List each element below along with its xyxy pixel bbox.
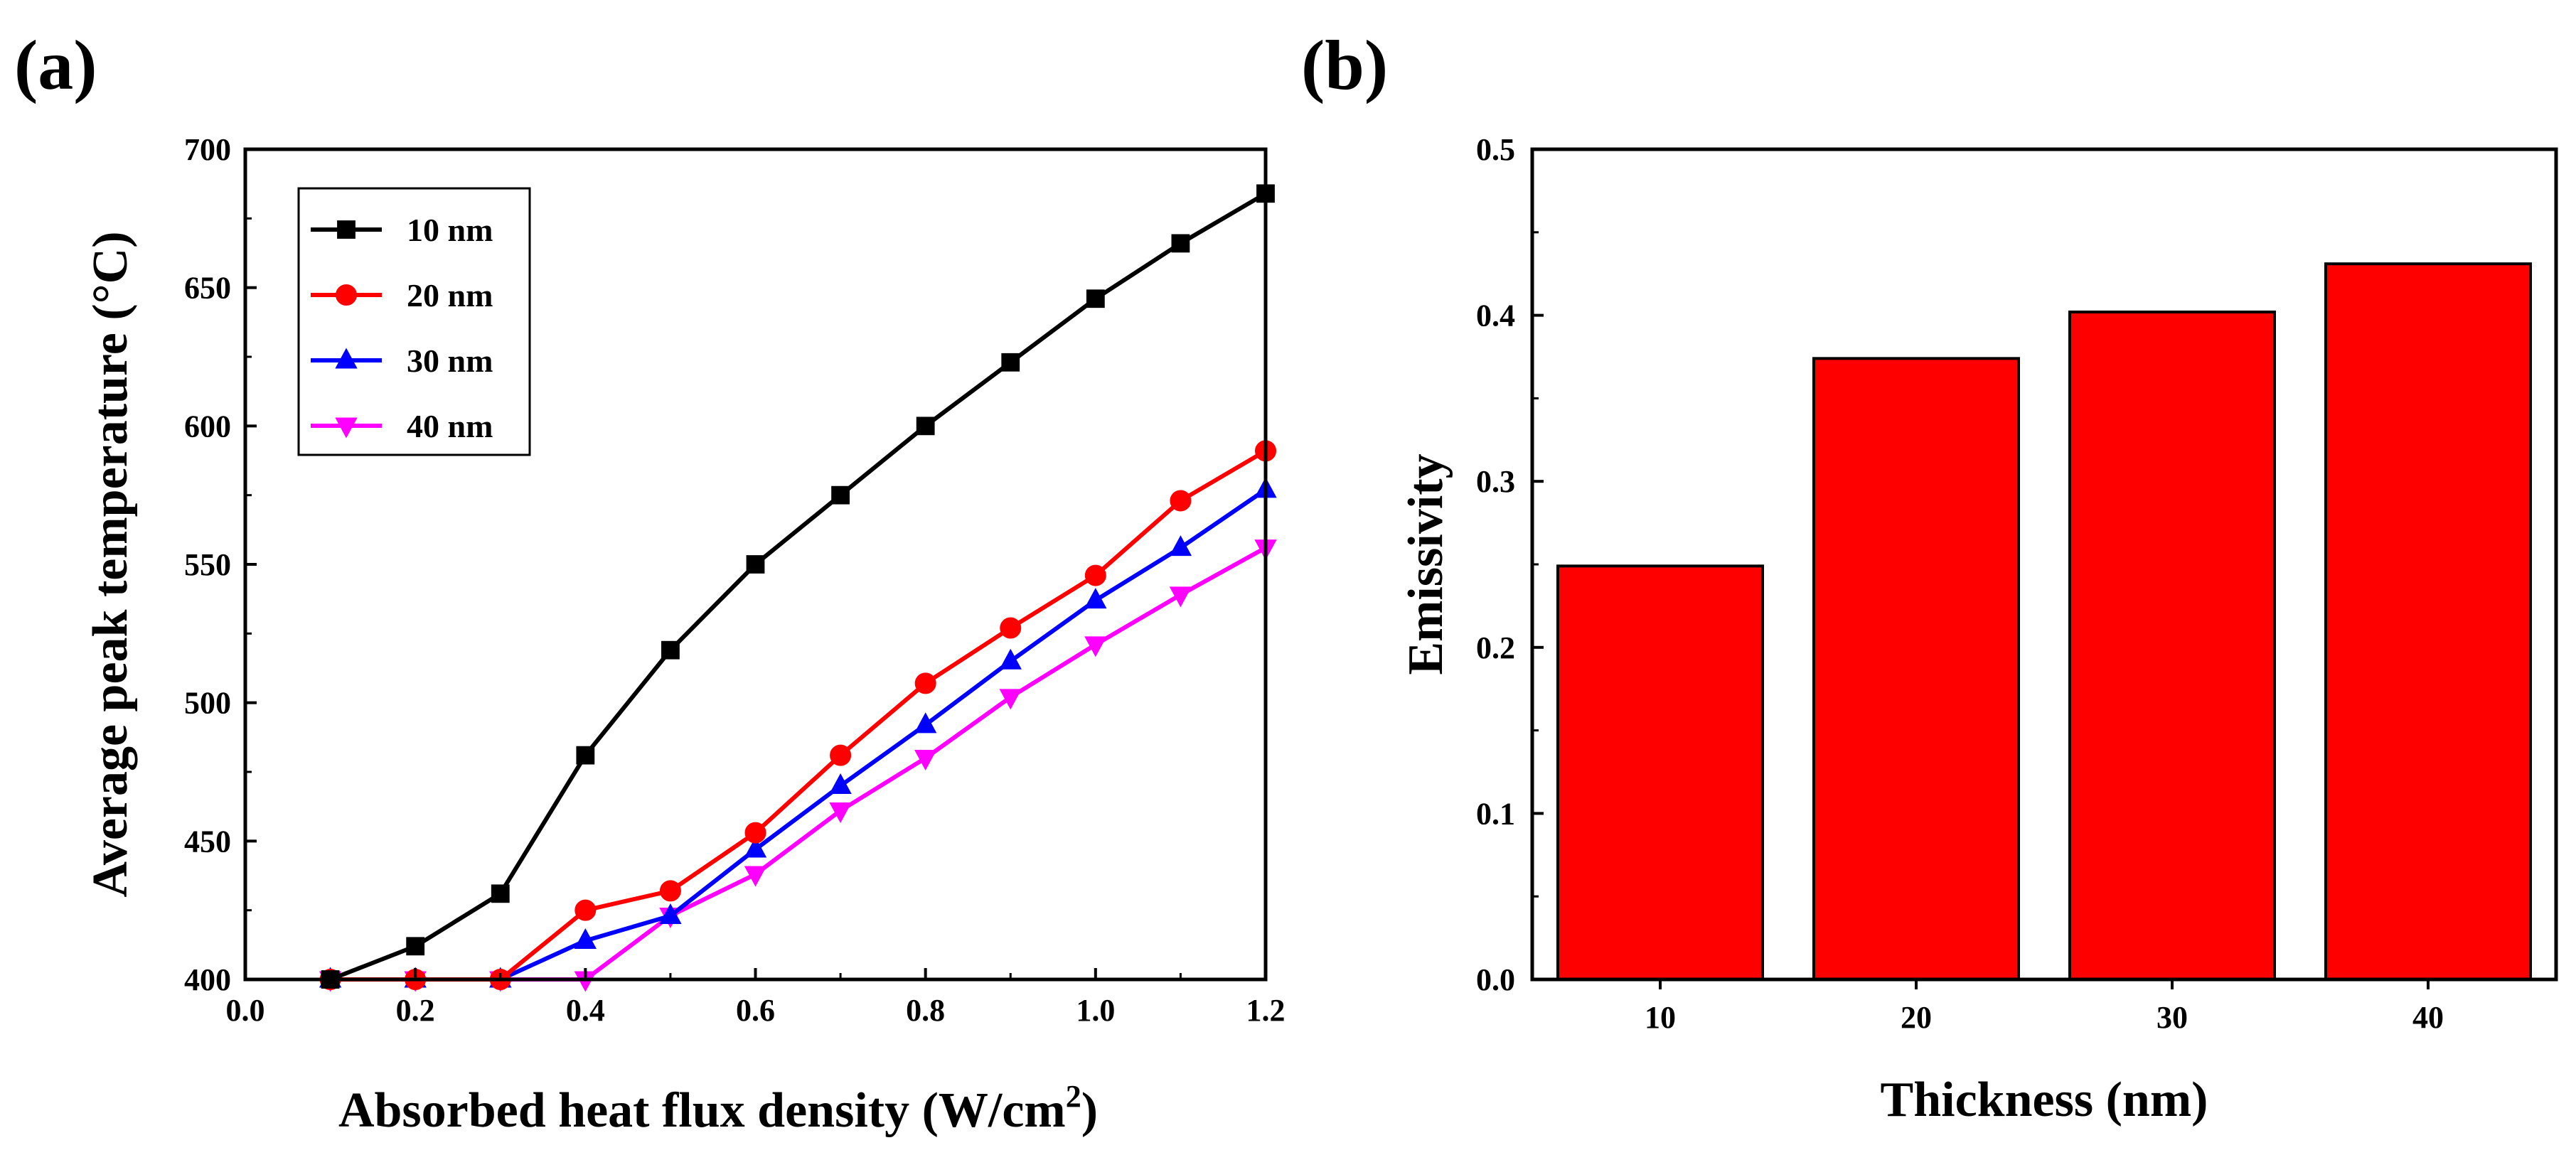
- x-tick-label-b: 40: [2412, 1000, 2444, 1035]
- y-tick-label-b: 0.3: [1476, 464, 1515, 499]
- x-tick-label-a: 0.4: [566, 993, 605, 1028]
- legend-label: 10 nm: [407, 212, 493, 248]
- data-point: [661, 640, 680, 660]
- y-tick-label-a: 500: [184, 686, 231, 721]
- bar-10: [1556, 564, 1764, 981]
- legend-marker: [337, 220, 356, 239]
- data-point: [914, 750, 937, 771]
- x-tick-label-b: 10: [1645, 1000, 1676, 1035]
- bar-40: [2324, 262, 2532, 981]
- x-tick-label-a: 0.2: [396, 993, 435, 1028]
- data-point: [576, 746, 595, 765]
- x-tick-label-a: 0.8: [906, 993, 945, 1028]
- y-tick-label-a: 650: [184, 271, 231, 306]
- y-tick-label-a: 700: [184, 132, 231, 167]
- x-tick-label-a: 1.2: [1246, 993, 1286, 1028]
- data-point: [659, 880, 681, 902]
- data-point: [746, 555, 765, 574]
- y-tick-label-b: 0.0: [1476, 962, 1515, 997]
- series-line: [329, 191, 1267, 982]
- axis-ticks-a: 0.0 0.2 0.4 0.6 0.8 1.0 1.2 400 450 500 550 600 650 7…: [184, 132, 1286, 1028]
- data-point: [1169, 586, 1192, 608]
- panel-b-label: (b): [1301, 26, 1388, 104]
- data-point: [831, 485, 850, 505]
- x-axis-title-a: Absorbed heat flux density (W/cm2): [338, 1079, 1098, 1138]
- panel-b-bar-chart: (b) 10 20 30 40 0.0 0.1 0.2 0.3 0.4 0.5 Thickness…: [1301, 26, 2558, 1127]
- data-point: [916, 417, 935, 436]
- data-point: [744, 866, 767, 887]
- y-tick-label-a: 550: [184, 547, 231, 582]
- data-point: [1001, 353, 1020, 372]
- series-line: [330, 546, 1267, 982]
- data-point: [574, 899, 597, 921]
- series-30-nm: [319, 477, 1277, 988]
- legend-marker: [336, 284, 357, 306]
- y-tick-label-b: 0.4: [1476, 299, 1515, 333]
- y-axis-title-a: Average peak temperature (°C): [83, 231, 138, 897]
- data-point: [999, 648, 1022, 670]
- series-20-nm: [319, 440, 1276, 990]
- y-axis-title-b: Emissivity: [1399, 453, 1453, 675]
- data-point: [1084, 588, 1107, 609]
- data-point: [1084, 564, 1106, 586]
- y-tick-label-a: 400: [184, 962, 231, 997]
- series-10-nm: [321, 184, 1275, 989]
- y-tick-label-b: 0.2: [1476, 630, 1515, 665]
- data-point: [744, 822, 766, 844]
- legend-label: 30 nm: [407, 343, 493, 379]
- legend-label: 40 nm: [407, 408, 493, 444]
- y-tick-label-b: 0.1: [1476, 796, 1515, 831]
- bar-20: [1812, 357, 2020, 981]
- data-point: [406, 937, 425, 956]
- data-point: [659, 903, 682, 924]
- panel-a-label: (a): [14, 26, 97, 104]
- data-point: [999, 689, 1022, 710]
- series-40-nm: [319, 539, 1277, 992]
- series-line: [330, 488, 1267, 982]
- x-tick-label-a: 0.0: [226, 993, 265, 1028]
- y-tick-label-b: 0.5: [1476, 132, 1515, 167]
- data-point: [1000, 617, 1022, 639]
- data-point: [1171, 234, 1190, 253]
- data-point: [1169, 535, 1192, 557]
- y-tick-label-a: 450: [184, 824, 231, 859]
- data-point: [1086, 289, 1105, 308]
- x-tick-label-a: 1.0: [1076, 993, 1115, 1028]
- legend-marker: [335, 417, 358, 439]
- panel-a-line-chart: (a) 0.0 0.2 0.4 0.6 0.8 1.0 1.2 400 450 500 550 600…: [14, 26, 1286, 1138]
- line-series-group: [319, 184, 1277, 992]
- data-point: [914, 672, 936, 694]
- data-point: [829, 802, 852, 824]
- bar-series: [1556, 262, 2532, 982]
- y-tick-label-a: 600: [184, 409, 231, 444]
- data-point: [1170, 490, 1192, 512]
- legend-marker: [335, 348, 358, 369]
- data-point: [491, 884, 510, 903]
- data-point: [1084, 636, 1107, 657]
- x-tick-label-a: 0.6: [736, 993, 775, 1028]
- x-axis-title-b: Thickness (nm): [1881, 1073, 2208, 1127]
- data-point: [574, 928, 597, 949]
- legend-label: 20 nm: [407, 277, 493, 313]
- data-point: [914, 712, 937, 734]
- data-point: [744, 837, 767, 858]
- data-point: [829, 773, 852, 794]
- axis-ticks-b: 10 20 30 40 0.0 0.1 0.2 0.3 0.4 0.5: [1476, 132, 2444, 1035]
- bar-30: [2068, 310, 2276, 982]
- data-point: [830, 744, 852, 766]
- x-tick-label-b: 30: [2157, 1000, 2188, 1035]
- x-tick-label-b: 20: [1901, 1000, 1932, 1035]
- legend: 10 nm 20 nm 30 nm 40 nm: [297, 187, 531, 456]
